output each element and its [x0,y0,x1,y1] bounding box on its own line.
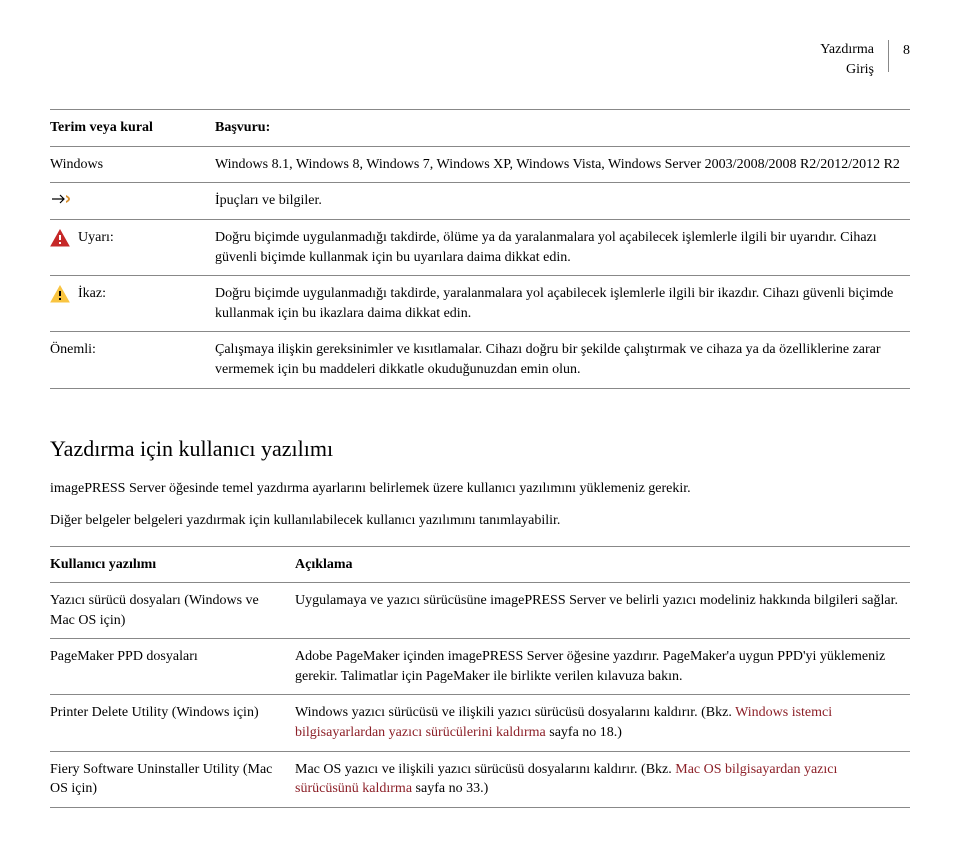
software-name: Yazıcı sürücü dosyaları (Windows ve Mac … [50,583,295,639]
desc-text: Windows yazıcı sürücüsü ve ilişkili yazı… [295,705,735,720]
software-desc: Uygulamaya ve yazıcı sürücüsüne imagePRE… [295,583,910,639]
software-head-right: Açıklama [295,546,910,583]
term-desc: Doğru biçimde uygulanmadığı takdirde, ya… [215,276,910,332]
table-row: Printer Delete Utility (Windows için) Wi… [50,695,910,751]
terms-table: Terim veya kural Başvuru: Windows Window… [50,109,910,388]
section-intro-1: imagePRESS Server öğesinde temel yazdırm… [50,479,910,499]
term-label: Windows [50,146,215,183]
term-desc: Windows 8.1, Windows 8, Windows 7, Windo… [215,146,910,183]
software-desc: Mac OS yazıcı ve ilişkili yazıcı sürücüs… [295,751,910,807]
warning-red-icon [50,229,70,247]
term-desc: İpuçları ve bilgiler. [215,183,910,220]
desc-text: sayfa no 33.) [412,781,488,796]
desc-text: Mac OS yazıcı ve ilişkili yazıcı sürücüs… [295,762,675,777]
page-header: Yazdırma Giriş 8 [50,40,910,79]
table-row: İkaz: Doğru biçimde uygulanmadığı takdir… [50,276,910,332]
table-row: Yazıcı sürücü dosyaları (Windows ve Mac … [50,583,910,639]
term-label: İkaz: [78,284,106,304]
term-desc: Çalışmaya ilişkin gereksinimler ve kısıt… [215,332,910,388]
software-name: PageMaker PPD dosyaları [50,639,295,695]
table-row: Uyarı: Doğru biçimde uygulanmadığı takdi… [50,219,910,275]
software-table: Kullanıcı yazılımı Açıklama Yazıcı sürüc… [50,546,910,808]
warning-yellow-icon [50,285,70,303]
terms-head-right: Başvuru: [215,110,910,147]
terms-head-left: Terim veya kural [50,110,215,147]
table-row: Fiery Software Uninstaller Utility (Mac … [50,751,910,807]
section-title: Yazdırma için kullanıcı yazılımı [50,434,910,465]
hand-icon [50,191,72,207]
software-desc: Windows yazıcı sürücüsü ve ilişkili yazı… [295,695,910,751]
table-row: Windows Windows 8.1, Windows 8, Windows … [50,146,910,183]
software-head-left: Kullanıcı yazılımı [50,546,295,583]
table-row: Önemli: Çalışmaya ilişkin gereksinimler … [50,332,910,388]
software-desc: Adobe PageMaker içinden imagePRESS Serve… [295,639,910,695]
table-head-row: Kullanıcı yazılımı Açıklama [50,546,910,583]
header-title-2: Giriş [820,60,874,80]
term-label: Uyarı: [78,228,114,248]
section-intro-2: Diğer belgeler belgeleri yazdırmak için … [50,511,910,531]
desc-text: sayfa no 18.) [546,725,622,740]
header-title-1: Yazdırma [820,40,874,60]
table-head-row: Terim veya kural Başvuru: [50,110,910,147]
software-name: Fiery Software Uninstaller Utility (Mac … [50,751,295,807]
table-row: İpuçları ve bilgiler. [50,183,910,220]
table-row: PageMaker PPD dosyaları Adobe PageMaker … [50,639,910,695]
header-divider [888,40,889,72]
term-label: Önemli: [50,332,215,388]
software-name: Printer Delete Utility (Windows için) [50,695,295,751]
page-number: 8 [903,40,910,61]
term-desc: Doğru biçimde uygulanmadığı takdirde, öl… [215,219,910,275]
